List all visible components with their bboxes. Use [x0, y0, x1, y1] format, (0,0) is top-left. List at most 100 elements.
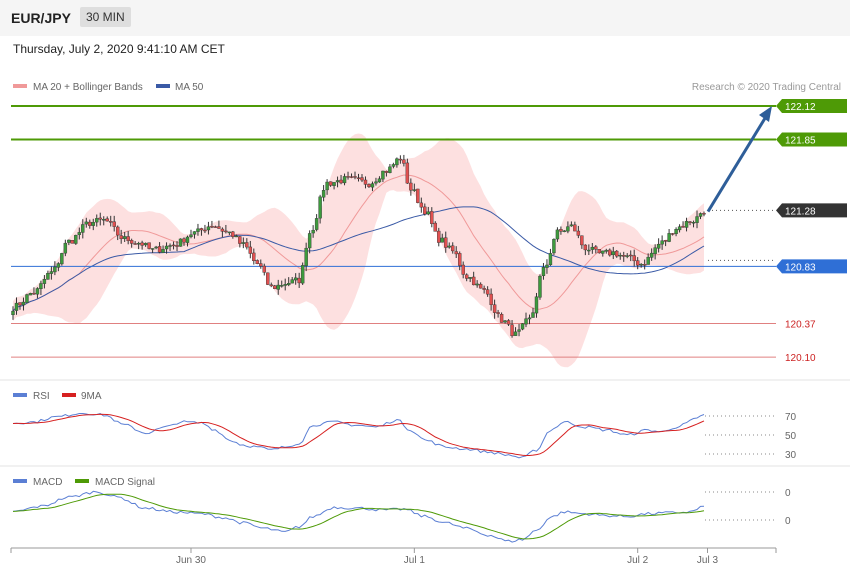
- candle: [569, 221, 574, 227]
- candle: [140, 240, 144, 250]
- legend-swatch-9ma: [62, 393, 76, 397]
- candle: [381, 170, 385, 183]
- candle: [300, 262, 305, 285]
- last-level-tag: [776, 203, 847, 218]
- candle: [157, 242, 162, 254]
- chart-credit: Research © 2020 Trading Central: [692, 82, 841, 93]
- candle: [398, 155, 403, 164]
- candle: [646, 253, 650, 265]
- candle: [356, 173, 361, 182]
- candle: [573, 221, 577, 232]
- candle: [196, 223, 200, 236]
- candle: [440, 233, 444, 243]
- candle: [150, 248, 155, 254]
- candle: [684, 217, 689, 232]
- macd-panel: 00: [12, 488, 791, 543]
- candle: [280, 280, 284, 288]
- pivot-level-label: 120.83: [785, 262, 816, 273]
- candle: [478, 282, 483, 289]
- pivot-level-tag: [776, 259, 847, 274]
- price-level-tags: 122.12 121.85 121.28 120.83 120.37 120.10: [776, 98, 847, 364]
- candle: [189, 229, 193, 239]
- candle: [517, 324, 521, 337]
- candle: [210, 220, 214, 229]
- candle: [60, 252, 64, 266]
- price-levels: [11, 104, 776, 358]
- candle: [321, 185, 326, 202]
- candle: [287, 277, 291, 287]
- period-button[interactable]: 30 MIN: [80, 7, 131, 27]
- candle: [566, 221, 570, 234]
- candle: [597, 249, 602, 254]
- candle: [670, 232, 675, 236]
- target-arrow-head: [759, 105, 772, 122]
- candle: [28, 292, 33, 296]
- candle: [245, 238, 249, 250]
- candle: [182, 237, 186, 246]
- indicator-tick-label: 70: [785, 412, 797, 423]
- rsi-panel: 70 50 30: [12, 412, 797, 461]
- candle: [534, 292, 539, 318]
- candle: [625, 253, 629, 259]
- candle: [49, 266, 54, 280]
- candle: [412, 183, 417, 192]
- resistance-level-label: 122.12: [785, 102, 816, 113]
- candle: [339, 174, 343, 185]
- candle: [471, 271, 476, 286]
- candle: [510, 320, 514, 338]
- candle: [538, 274, 542, 300]
- candle: [458, 251, 462, 271]
- candle: [192, 231, 197, 239]
- candle: [451, 242, 455, 254]
- candle: [199, 227, 204, 236]
- candle: [608, 248, 612, 257]
- candle: [702, 211, 706, 217]
- legend-label-ma50: MA 50: [175, 82, 204, 93]
- candle: [674, 227, 678, 237]
- candle: [468, 277, 472, 283]
- candle: [583, 244, 588, 256]
- support-label: 120.37: [785, 320, 816, 331]
- candle: [587, 244, 591, 255]
- candle: [224, 224, 228, 234]
- candle: [178, 238, 183, 247]
- candle: [217, 220, 221, 229]
- candle: [39, 280, 43, 295]
- candle: [545, 259, 549, 274]
- candle: [32, 287, 36, 295]
- candle: [559, 226, 563, 235]
- ma50-line: [12, 206, 705, 312]
- candle: [234, 234, 239, 238]
- candle: [513, 327, 518, 336]
- candle: [143, 242, 148, 247]
- candle: [53, 261, 57, 276]
- candle: [496, 309, 500, 318]
- candle: [266, 272, 270, 286]
- candle: [629, 250, 633, 262]
- candle: [464, 273, 469, 282]
- legend-label-rsi: RSI: [33, 391, 50, 402]
- indicator-tick-label: 50: [785, 431, 797, 442]
- candle: [112, 215, 116, 232]
- candle: [681, 221, 685, 228]
- candle: [367, 183, 371, 188]
- candle: [269, 282, 273, 288]
- symbol-title: EUR/JPY: [11, 10, 71, 26]
- x-axis-tick-label: Jul 2: [627, 555, 649, 566]
- candle: [604, 248, 608, 254]
- candle: [290, 276, 294, 284]
- legend-label-macd-signal: MACD Signal: [95, 477, 155, 488]
- candle: [346, 171, 350, 180]
- candle: [293, 273, 298, 285]
- candle: [576, 225, 581, 239]
- rsi-signal-line: [12, 413, 705, 456]
- candle: [11, 306, 15, 320]
- candle: [314, 214, 319, 232]
- candle: [677, 224, 682, 233]
- candle: [663, 239, 668, 247]
- indicator-tick-label: 30: [785, 450, 797, 461]
- bollinger-band-area: [13, 133, 704, 368]
- candle: [164, 242, 169, 254]
- candle: [74, 234, 78, 245]
